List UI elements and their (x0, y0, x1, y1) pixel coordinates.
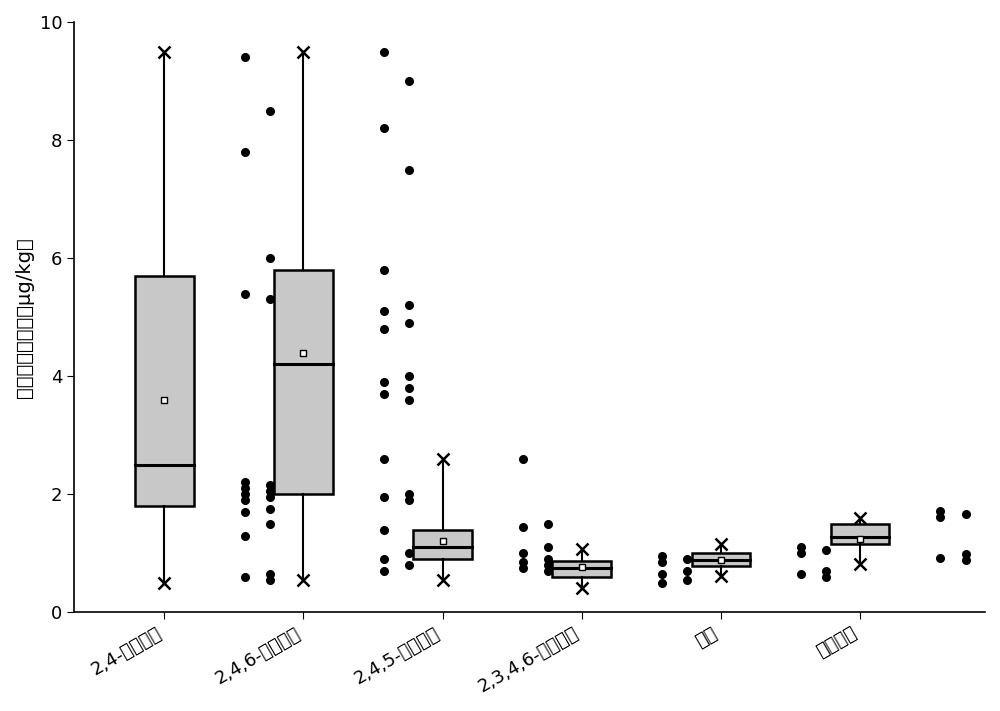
Bar (274, 270, 333, 494)
Bar (692, 552, 750, 566)
Bar (552, 561, 611, 577)
Bar (135, 276, 194, 506)
Bar (831, 524, 889, 545)
Bar (413, 530, 472, 559)
Y-axis label: 木材防腐剂含量（μg/kg）: 木材防腐剂含量（μg/kg） (15, 237, 34, 397)
